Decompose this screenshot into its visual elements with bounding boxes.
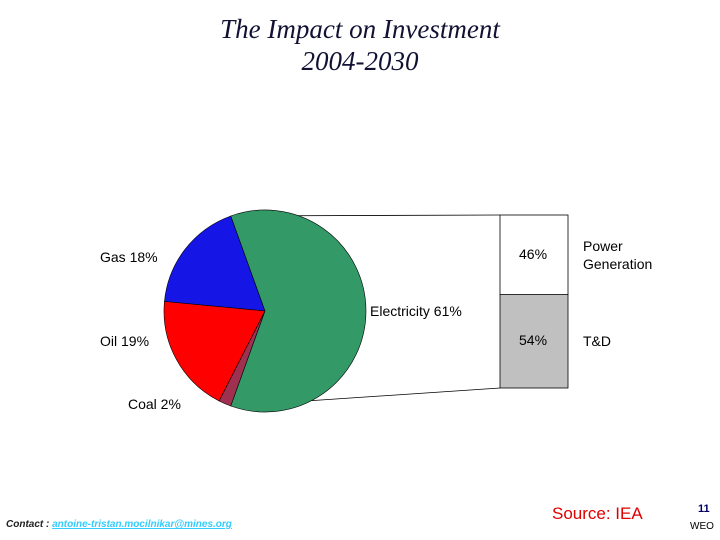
contact: Contact : antoine-tristan.mocilnikar@min… bbox=[6, 519, 232, 530]
slice-label: Coal 2% bbox=[128, 396, 181, 412]
title: The Impact on Investment bbox=[220, 14, 500, 44]
contact-link[interactable]: antoine-tristan.mocilnikar@mines.org bbox=[52, 519, 232, 530]
value-label: 54% bbox=[519, 332, 548, 349]
segment-name: T&D bbox=[583, 333, 611, 350]
segment-name: Power Generation bbox=[583, 237, 653, 272]
value-label: 46% bbox=[519, 245, 548, 262]
title: 2004-2030 bbox=[301, 46, 419, 76]
slice-label: Gas 18% bbox=[100, 249, 158, 265]
footer-tag: WEO bbox=[690, 521, 714, 532]
pie-slice bbox=[163, 301, 266, 402]
bar-segment bbox=[499, 214, 569, 295]
pie-slice bbox=[164, 215, 266, 312]
contact-label: Contact : bbox=[6, 519, 50, 530]
bar-segment bbox=[499, 294, 569, 389]
source: Source: IEA bbox=[552, 504, 643, 523]
slice-label: Electricity 61% bbox=[370, 303, 462, 319]
page-number: 11 bbox=[698, 503, 710, 515]
slice-label: Oil 19% bbox=[100, 333, 150, 349]
pie-slice bbox=[230, 209, 367, 413]
